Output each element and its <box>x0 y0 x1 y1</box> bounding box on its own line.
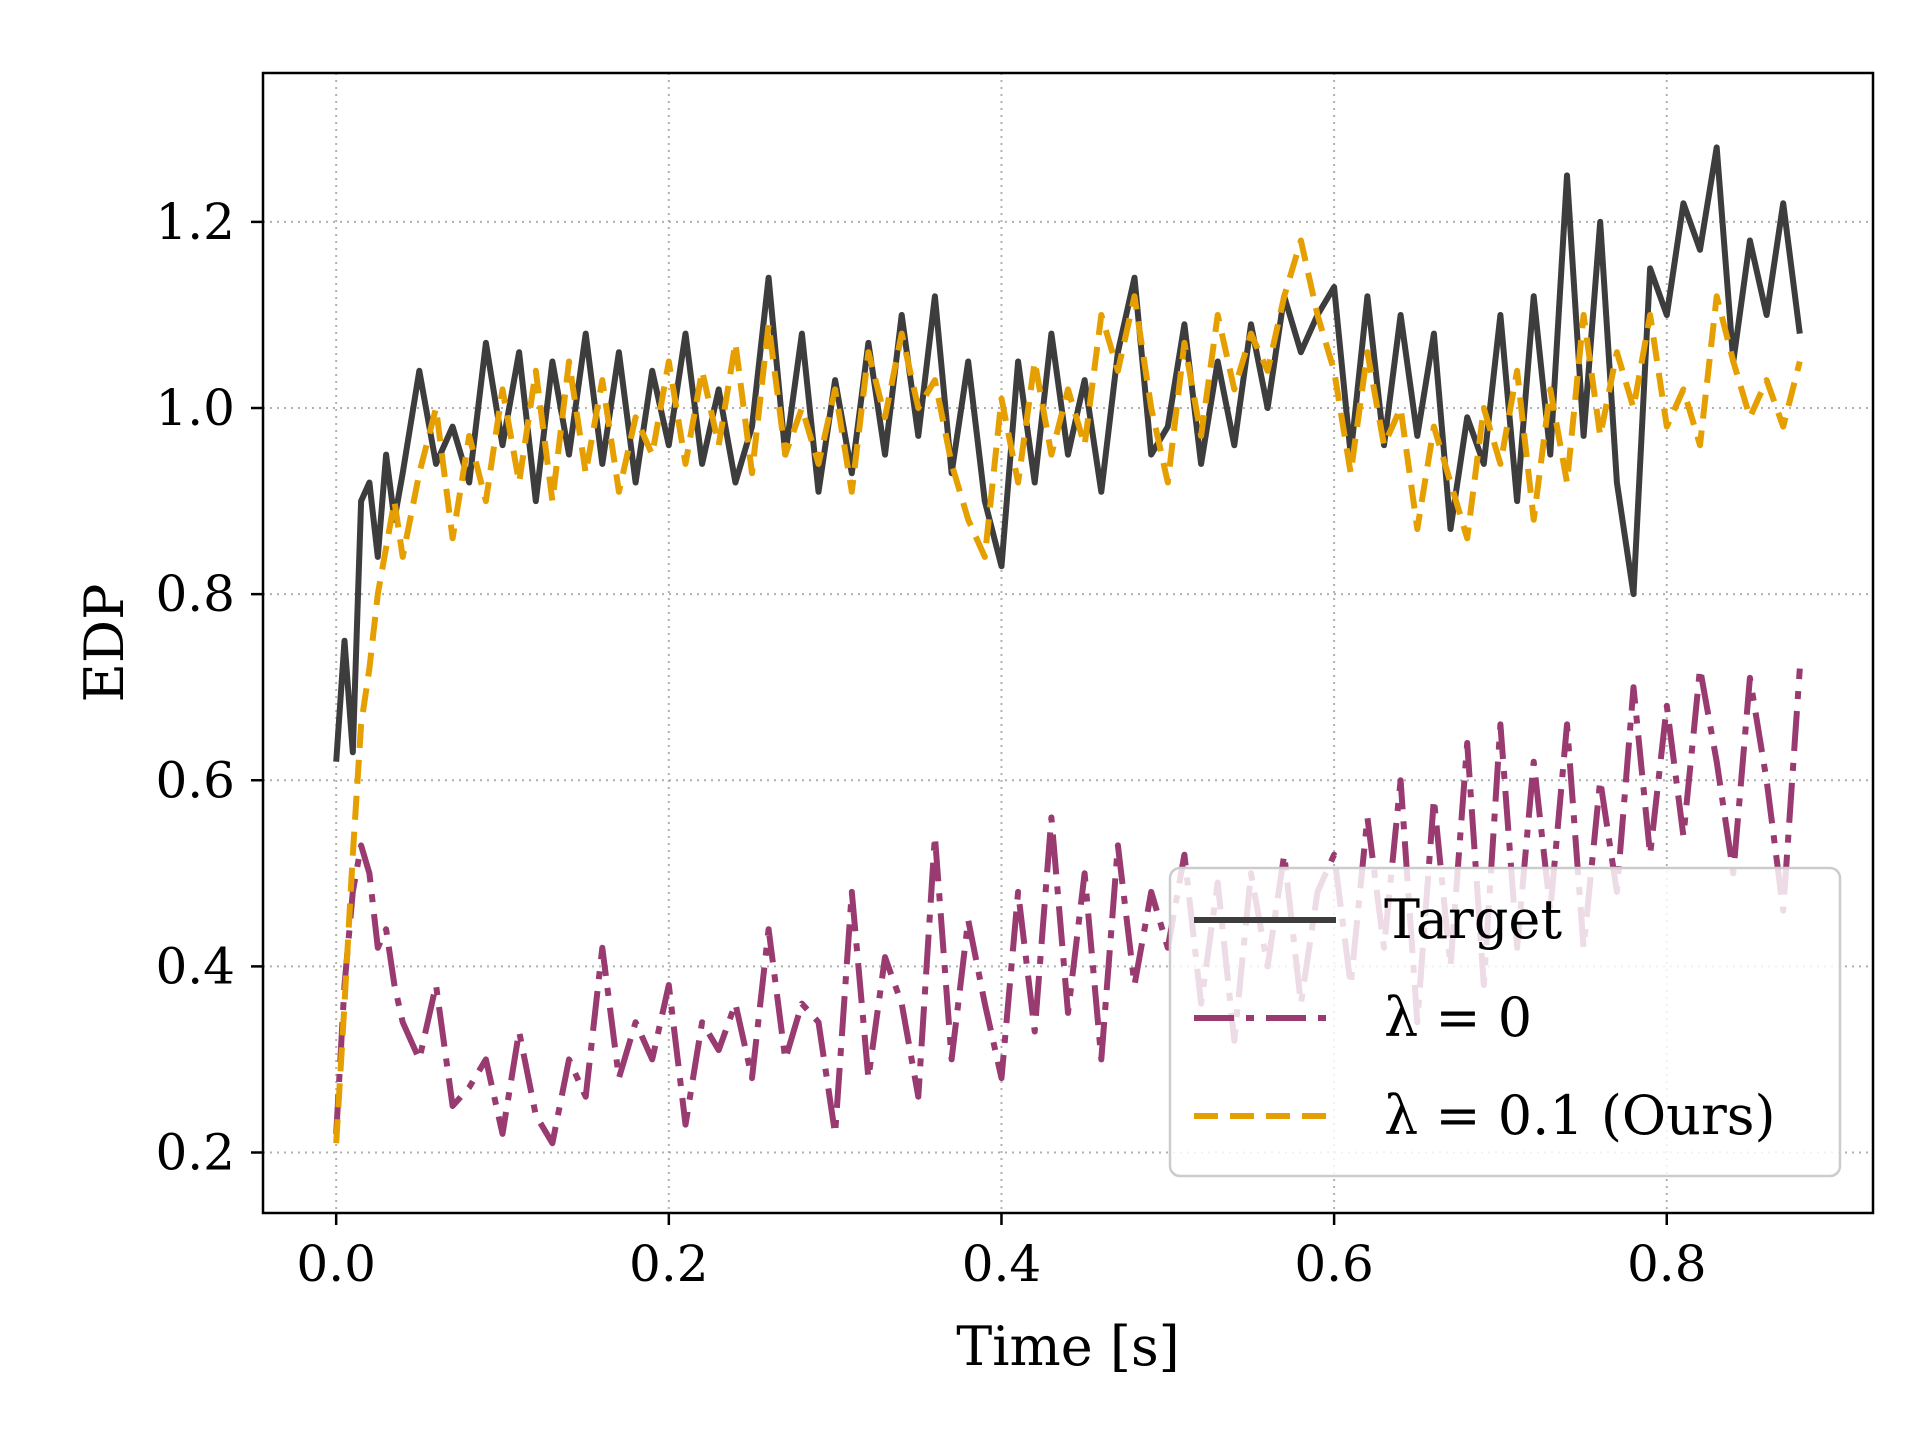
series-line-0 <box>333 144 1803 762</box>
y-tick-label: 0.6 <box>155 751 235 809</box>
axis-ticks: 0.0 0.2 0.4 0.6 0.8 0.2 0.4 0.6 0.8 1.0 1.2 <box>155 193 1706 1293</box>
legend-box <box>1168 866 1842 1178</box>
series-line-1 <box>333 665 1803 1147</box>
grid <box>263 73 1873 1213</box>
legend-label-target: Target <box>1384 888 1562 951</box>
x-axis-label: Time [s] <box>956 1315 1179 1378</box>
x-tick-label: 0.8 <box>1627 1235 1707 1293</box>
y-tick-label: 0.2 <box>155 1124 235 1182</box>
y-tick-label: 1.0 <box>155 379 235 437</box>
legend-label-lambda-0-1-ours: λ = 0.1 (Ours) <box>1384 1084 1776 1147</box>
y-tick-label: 0.4 <box>155 937 235 995</box>
legend-label-lambda-0: λ = 0 <box>1384 986 1532 1049</box>
legend: Target λ = 0 λ = 0.1 (Ours) <box>1168 866 1842 1178</box>
series-layer <box>333 144 1803 1147</box>
plot-frame <box>261 71 1875 1215</box>
x-tick-label: 0.4 <box>962 1235 1042 1293</box>
x-tick-label: 0.0 <box>296 1235 376 1293</box>
x-tick-label: 0.2 <box>629 1235 709 1293</box>
y-tick-label: 1.2 <box>155 193 235 251</box>
y-axis-label: EDP <box>73 583 136 702</box>
y-tick-label: 0.8 <box>155 565 235 623</box>
x-tick-label: 0.6 <box>1294 1235 1374 1293</box>
